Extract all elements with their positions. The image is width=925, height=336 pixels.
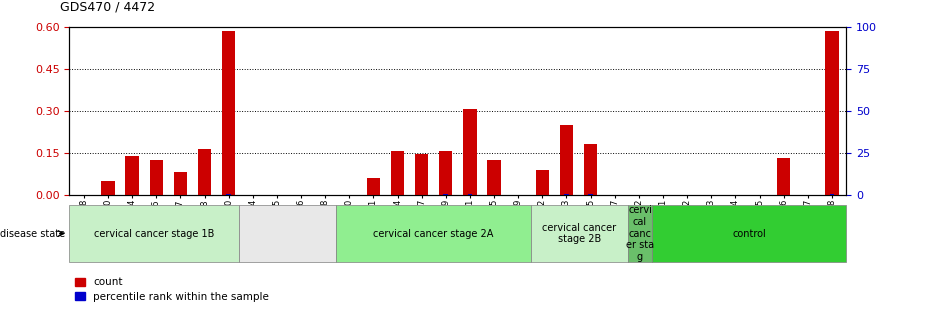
Bar xyxy=(69,205,240,262)
Text: GDS470 / 4472: GDS470 / 4472 xyxy=(60,0,155,13)
Bar xyxy=(652,205,846,262)
Bar xyxy=(174,172,187,195)
Legend: count, percentile rank within the sample: count, percentile rank within the sample xyxy=(75,278,269,301)
Bar xyxy=(227,194,231,195)
Bar xyxy=(830,194,834,195)
Bar xyxy=(415,154,428,195)
Text: cervical cancer stage 1B: cervical cancer stage 1B xyxy=(94,228,215,239)
Bar xyxy=(198,149,211,195)
Bar xyxy=(367,178,380,195)
Bar xyxy=(825,31,839,195)
Bar xyxy=(126,156,139,195)
Text: control: control xyxy=(733,228,766,239)
Bar xyxy=(487,160,500,195)
Bar xyxy=(222,31,235,195)
Bar xyxy=(439,152,452,195)
Bar xyxy=(628,205,652,262)
Bar xyxy=(584,144,598,195)
Bar xyxy=(337,205,531,262)
Bar xyxy=(560,125,574,195)
Text: cervical cancer
stage 2B: cervical cancer stage 2B xyxy=(542,223,616,244)
Text: cervical cancer stage 2A: cervical cancer stage 2A xyxy=(374,228,494,239)
Bar xyxy=(150,160,163,195)
Text: cervi
cal
canc
er sta
g: cervi cal canc er sta g xyxy=(626,205,654,262)
Bar xyxy=(102,181,115,195)
Bar xyxy=(240,205,337,262)
Bar xyxy=(391,152,404,195)
Bar xyxy=(531,205,628,262)
Text: disease state: disease state xyxy=(0,228,65,239)
Bar xyxy=(468,194,473,195)
Bar xyxy=(536,170,549,195)
Bar xyxy=(777,159,790,195)
Bar xyxy=(463,110,476,195)
